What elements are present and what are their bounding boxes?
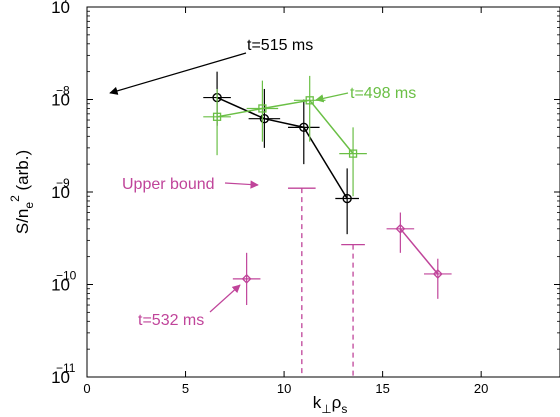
data-point: [258, 104, 267, 113]
y-axis-label: S/ne2 (arb.): [8, 150, 36, 234]
y-tick-exponent: −9: [56, 176, 70, 190]
x-axis-label: k⊥ρs: [313, 393, 348, 416]
data-point: [348, 149, 358, 158]
x-tick-label: 10: [277, 381, 291, 396]
data-point: [432, 269, 443, 279]
x-tick-label: 5: [182, 381, 189, 396]
series: [232, 252, 261, 306]
data-point: [342, 193, 352, 204]
annotations: t=515 ms t=498 ms Upper bound t=532 ms: [109, 37, 416, 329]
annotation-arrow-515: [109, 52, 247, 95]
series: [203, 71, 359, 235]
data-point: [241, 273, 252, 284]
y-tick-label: 10−11: [51, 361, 76, 387]
upper-bounds: [288, 187, 365, 377]
data-point: [259, 114, 270, 124]
y-axis: 10−11 10−10 10−9 10−8 10−7: [51, 0, 560, 387]
y-tick-exponent: −11: [56, 361, 76, 375]
annotation-arrow-498: [315, 92, 349, 103]
series-line: [216, 99, 354, 155]
x-axis: 0 5 10 15 20: [83, 7, 488, 396]
data-point: [305, 96, 314, 105]
series: [203, 75, 367, 197]
annotation-t532: t=532 ms: [138, 312, 204, 329]
series-layer: [203, 71, 452, 306]
series-line: [216, 96, 348, 199]
y-tick-label: 10−10: [51, 269, 77, 295]
y-tick-label: 10−7: [51, 0, 70, 17]
series-line: [399, 228, 439, 275]
series: [386, 212, 452, 299]
x-tick-label: 0: [83, 381, 90, 396]
y-tick-exponent: −10: [56, 269, 77, 283]
data-point: [212, 112, 222, 121]
y-tick-exponent: −8: [56, 84, 70, 98]
annotation-t498: t=498 ms: [350, 85, 416, 102]
annotation-upper-bound: Upper bound: [122, 176, 215, 193]
y-tick-exponent: −7: [56, 0, 70, 5]
x-tick-label: 15: [375, 381, 389, 396]
annotation-arrow-upper-bound: [224, 180, 259, 189]
x-tick-label: 20: [474, 381, 488, 396]
annotation-t515: t=515 ms: [247, 37, 313, 54]
data-point: [299, 122, 309, 133]
annotation-arrow-532: [209, 284, 241, 313]
y-tick-label: 10−9: [51, 176, 70, 202]
y-tick-label: 10−8: [51, 84, 70, 110]
data-point: [395, 223, 406, 234]
